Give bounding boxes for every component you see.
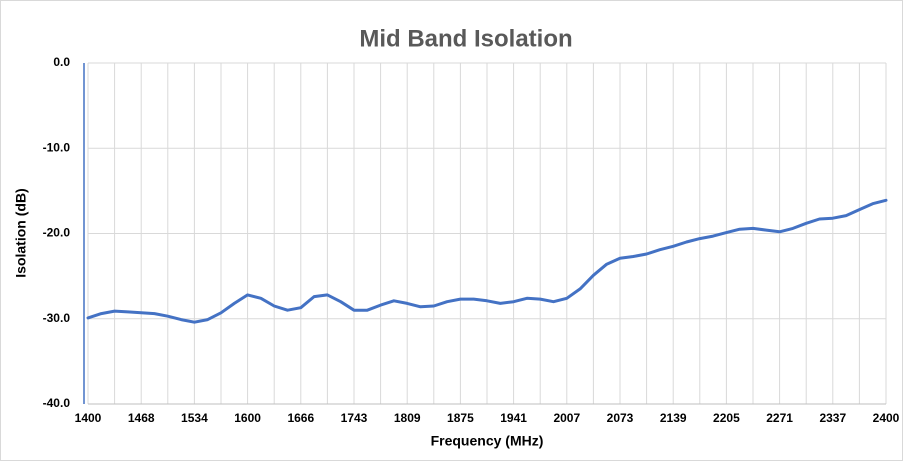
y-axis-label: Isolation (dB)	[13, 188, 29, 277]
x-tick-label: 1468	[128, 411, 155, 425]
x-tick-label: 2073	[607, 411, 634, 425]
y-tick-label: -20.0	[43, 226, 71, 240]
x-tick-label: 1666	[287, 411, 314, 425]
x-tick-label: 1941	[500, 411, 527, 425]
data-line	[86, 198, 888, 324]
x-tick-label: 2400	[873, 411, 900, 425]
chart-title: Mid Band Isolation	[359, 25, 572, 52]
x-axis-label: Frequency (MHz)	[431, 433, 544, 449]
x-tick-label: 2205	[713, 411, 740, 425]
x-tick-label: 1743	[341, 411, 368, 425]
x-tick-label: 1400	[75, 411, 102, 425]
x-tick-label: 1809	[394, 411, 421, 425]
y-tick-label: -40.0	[43, 396, 71, 410]
x-tick-label: 1534	[181, 411, 208, 425]
x-tick-label: 2337	[819, 411, 846, 425]
y-tick-label: -10.0	[43, 140, 71, 154]
y-tick-label: 0.0	[53, 55, 70, 69]
x-tick-label: 1600	[234, 411, 261, 425]
x-tick-label: 2271	[766, 411, 793, 425]
x-tick-label: 1875	[447, 411, 474, 425]
x-tick-label: 2007	[553, 411, 580, 425]
x-tick-label: 2139	[660, 411, 687, 425]
y-tick-label: -30.0	[43, 311, 71, 325]
